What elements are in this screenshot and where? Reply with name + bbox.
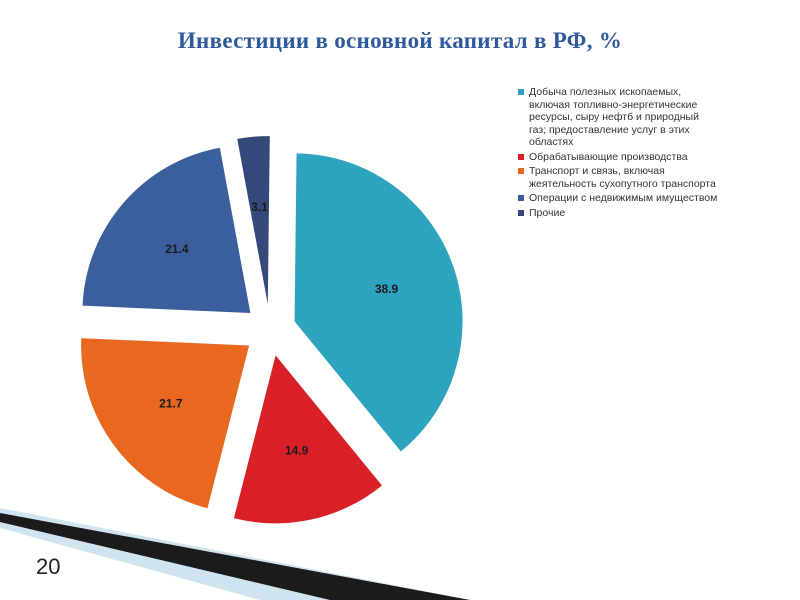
chart-legend: Добыча полезных ископаемых, включая топл… bbox=[518, 86, 780, 221]
legend-swatch bbox=[518, 168, 524, 174]
legend-label: Транспорт и связь, включая жеятельность … bbox=[529, 165, 716, 190]
pie-slice-3 bbox=[82, 147, 251, 313]
legend-swatch bbox=[518, 209, 524, 216]
slide-title: Инвестиции в основной капитал в РФ, % bbox=[177, 28, 623, 53]
legend-label: Добыча полезных ископаемых, включая топл… bbox=[529, 86, 699, 148]
data-label-4: 3.1 bbox=[251, 200, 268, 214]
data-label-0: 38.9 bbox=[375, 282, 399, 296]
pie-slice-0 bbox=[294, 153, 463, 452]
pie-slice-1 bbox=[233, 355, 382, 524]
data-label-1: 14.9 bbox=[285, 444, 309, 458]
legend-item-0: Добыча полезных ископаемых, включая топл… bbox=[518, 86, 780, 149]
pie-slice-2 bbox=[81, 338, 250, 509]
legend-swatch bbox=[518, 89, 524, 95]
legend-label: Обрабатывающие производства bbox=[529, 150, 688, 163]
legend-label: Прочие bbox=[529, 206, 566, 219]
swoosh-light bbox=[0, 508, 470, 600]
legend-swatch bbox=[518, 195, 524, 201]
page-number: 20 bbox=[36, 554, 61, 579]
legend-swatch bbox=[518, 153, 524, 160]
legend-item-1: Обрабатывающие производства bbox=[518, 151, 780, 164]
data-label-2: 21.7 bbox=[159, 397, 183, 411]
legend-item-2: Транспорт и связь, включая жеятельность … bbox=[518, 165, 780, 190]
data-label-3: 21.4 bbox=[165, 242, 189, 256]
legend-label: Операции с недвижимым имуществом bbox=[529, 192, 718, 204]
pie-slice-4 bbox=[237, 136, 270, 305]
swoosh-dark bbox=[0, 513, 470, 600]
legend-item-4: Прочие bbox=[518, 207, 780, 220]
legend-item-3: Операции с недвижимым имуществом bbox=[518, 192, 780, 205]
